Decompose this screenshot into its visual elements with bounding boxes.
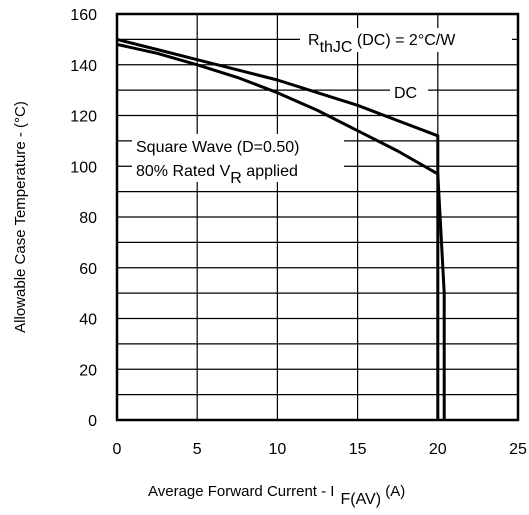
y-tick-label: 20 bbox=[79, 362, 97, 379]
square-wave-annotation-line1: Square Wave (D=0.50) bbox=[136, 139, 299, 156]
x-tick-label: 20 bbox=[429, 441, 447, 458]
x-axis-label-sub: F(AV) bbox=[340, 491, 381, 508]
y-tick-label: 40 bbox=[79, 312, 97, 329]
grid-lines bbox=[117, 14, 518, 420]
square-wave-line2-sub: R bbox=[230, 170, 242, 187]
y-axis-label: Allowable Case Temperature - (°C) bbox=[12, 101, 29, 333]
x-tick-label: 15 bbox=[349, 441, 367, 458]
y-tick-label: 100 bbox=[70, 159, 97, 176]
x-tick-label: 0 bbox=[113, 441, 122, 458]
y-tick-label: 140 bbox=[70, 58, 97, 75]
rth-annotation-sub: thJC bbox=[320, 39, 353, 56]
square-wave-annotation-bg bbox=[132, 134, 344, 182]
rth-annotation-bg bbox=[300, 28, 512, 52]
y-tick-label: 120 bbox=[70, 109, 97, 126]
x-tick-label: 25 bbox=[509, 441, 527, 458]
square-wave-annotation-line2: 80% Rated VR applied bbox=[136, 163, 298, 187]
dc-annotation: DC bbox=[394, 85, 417, 102]
y-tick-label: 0 bbox=[88, 413, 97, 430]
x-axis-label-main: Average Forward Current - I bbox=[148, 483, 334, 500]
y-tick-label: 80 bbox=[79, 210, 97, 227]
y-tick-label: 160 bbox=[70, 7, 97, 24]
x-tick-labels: 0 5 10 15 20 25 bbox=[113, 441, 527, 458]
dc-annotation-bg bbox=[390, 82, 428, 102]
plot-frame bbox=[115, 12, 520, 422]
x-tick-label: 5 bbox=[193, 441, 202, 458]
x-tick-label: 10 bbox=[269, 441, 287, 458]
series-line-square-wave bbox=[116, 42, 446, 420]
x-axis-label: Average Forward Current - I F(AV) (A) bbox=[148, 483, 405, 508]
rth-annotation-main: R bbox=[308, 32, 320, 49]
y-tick-labels: 0 20 40 60 80 100 120 140 160 bbox=[70, 7, 97, 430]
series-lines bbox=[116, 37, 446, 420]
square-wave-line2-rest: applied bbox=[242, 163, 298, 180]
y-tick-label: 60 bbox=[79, 261, 97, 278]
rth-annotation: RthJC (DC) = 2°C/W bbox=[308, 32, 456, 56]
square-wave-line2-main: 80% Rated V bbox=[136, 163, 231, 180]
rth-annotation-rest: (DC) = 2°C/W bbox=[352, 32, 456, 49]
x-axis-label-unit: (A) bbox=[381, 483, 405, 500]
